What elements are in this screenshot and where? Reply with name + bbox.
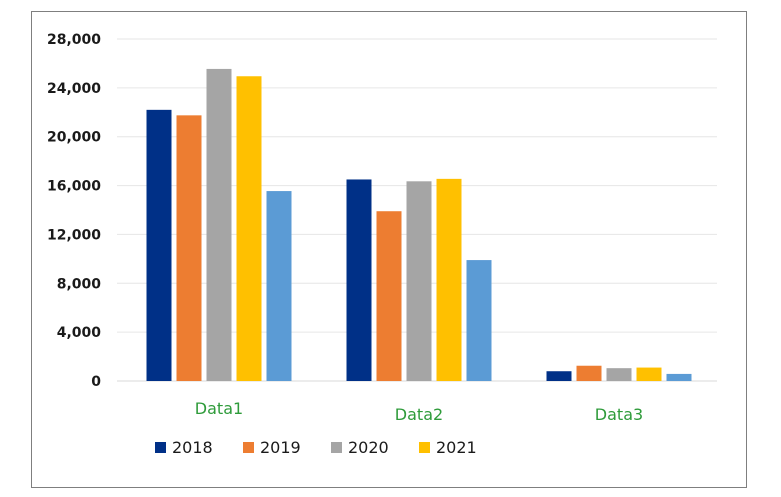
y-tick-label: 20,000 (47, 130, 101, 146)
y-tick-label: 0 (91, 374, 101, 390)
bar-2019-Data2 (376, 211, 402, 381)
bar-2019-Data3 (576, 365, 602, 381)
bar-2021-Data2 (436, 178, 462, 381)
y-tick-label: 8,000 (57, 276, 102, 292)
legend-label: 2018 (172, 438, 213, 457)
x-category-label: Data2 (395, 405, 443, 424)
bar-series5-Data1 (266, 191, 292, 381)
y-tick-label: 28,000 (47, 32, 101, 48)
legend-label: 2020 (348, 438, 389, 457)
legend-swatch-2020 (331, 442, 342, 453)
legend-label: 2021 (436, 438, 477, 457)
bar-2020-Data2 (406, 181, 432, 381)
bar-2020-Data1 (206, 68, 232, 382)
bar-2020-Data3 (606, 368, 632, 381)
y-tick-label: 12,000 (47, 227, 101, 243)
legend-label: 2019 (260, 438, 301, 457)
bar-2021-Data3 (636, 367, 662, 381)
y-tick-label: 4,000 (57, 325, 102, 341)
bar-series5-Data3 (666, 373, 692, 381)
bar-2018-Data3 (546, 371, 572, 381)
x-category-label: Data3 (595, 405, 643, 424)
bar-series5-Data2 (466, 260, 492, 381)
bar-2018-Data2 (346, 179, 372, 381)
bar-2021-Data1 (236, 76, 262, 381)
y-tick-label: 16,000 (47, 179, 101, 195)
y-tick-label: 24,000 (47, 81, 101, 97)
bar-2019-Data1 (176, 115, 202, 381)
legend-swatch-2018 (155, 442, 166, 453)
x-category-label: Data1 (195, 399, 243, 418)
legend-swatch-2021 (419, 442, 430, 453)
legend-swatch-2019 (243, 442, 254, 453)
bar-2018-Data1 (146, 109, 172, 381)
